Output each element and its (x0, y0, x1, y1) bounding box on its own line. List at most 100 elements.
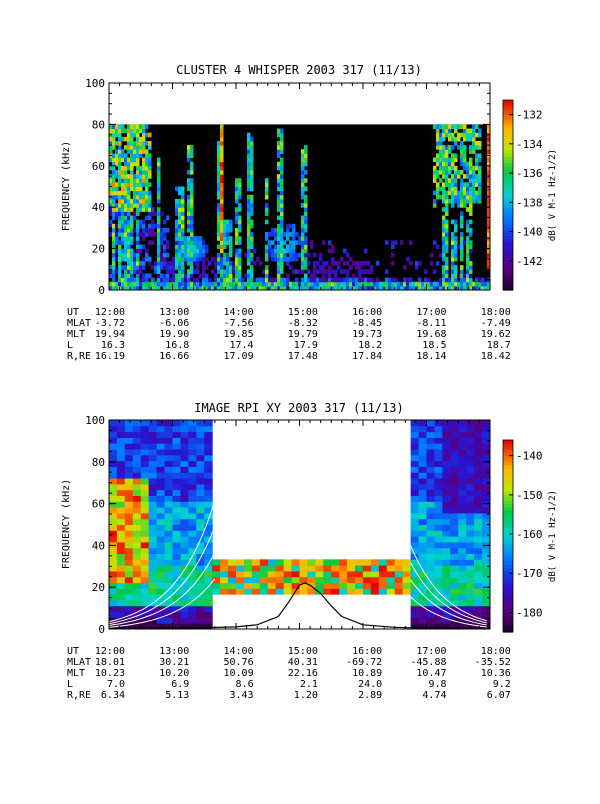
colorbar-tick-label: -140 (516, 226, 543, 239)
ephemeris-value: 7.0 (107, 679, 125, 690)
ephemeris-value: 12:00 (95, 307, 125, 318)
ephemeris-value: 6.9 (171, 679, 189, 690)
panel1-heatmap (109, 124, 491, 291)
ephemeris-value: 2.1 (300, 679, 318, 690)
ephemeris-value: 17.4 (230, 340, 254, 351)
ephemeris-value: 17.84 (352, 351, 382, 362)
panel2-heatmap (109, 420, 491, 630)
ephemeris-value: 19.94 (95, 329, 125, 340)
panel1-ephemeris: UT 12:00 13:00 14:00 15:00 16:00 17:00 18:00 MLA… (67, 307, 511, 362)
ephemeris-value: 18.14 (416, 351, 446, 362)
ephemeris-value: 19.62 (481, 329, 511, 340)
ephemeris-value: 13:00 (159, 646, 189, 657)
ephemeris-value: 18.7 (487, 340, 511, 351)
ephemeris-value: 15:00 (288, 307, 318, 318)
ephemeris-value: 22.16 (288, 668, 318, 679)
ephemeris-value: 19.73 (352, 329, 382, 340)
ephemeris-value: 14:00 (223, 646, 253, 657)
ephemeris-value: 19.85 (223, 329, 253, 340)
ephemeris-value: 17.09 (223, 351, 253, 362)
ephemeris-value: 10.89 (352, 668, 382, 679)
panel1-colorbar: -132 -134 -136 -138 -140 -142 dB( V M-1 Hz-1/2… (502, 99, 558, 291)
ephemeris-value: 18.2 (358, 340, 382, 351)
ephemeris-value: -45.88 (410, 657, 446, 668)
ephemeris-value: -7.56 (223, 318, 253, 329)
ephemeris-value: 8.6 (236, 679, 254, 690)
ephemeris-value: 18.01 (95, 657, 125, 668)
ephemeris-value: 18:00 (481, 307, 511, 318)
ephemeris-value: 13:00 (159, 307, 189, 318)
ephemeris-value: 16.66 (159, 351, 189, 362)
panel2-ephemeris: UT 12:00 13:00 14:00 15:00 16:00 17:00 18:00 MLA… (67, 646, 511, 701)
ephemeris-row-label: MLAT (67, 318, 91, 329)
colorbar-tick-label: -150 (516, 489, 543, 502)
ephemeris-value: 16.19 (95, 351, 125, 362)
ephemeris-value: 18.5 (422, 340, 446, 351)
y-tick-label: 80 (92, 456, 105, 469)
ephemeris-value: 14:00 (223, 307, 253, 318)
ephemeris-value: -8.32 (288, 318, 318, 329)
ephemeris-value: 16:00 (352, 646, 382, 657)
ephemeris-value: 10.09 (223, 668, 253, 679)
y-tick-label: 40 (92, 539, 105, 552)
ephemeris-row-label: R,RE (67, 351, 91, 362)
ephemeris-value: 10.47 (416, 668, 446, 679)
ephemeris-value: 9.8 (428, 679, 446, 690)
ephemeris-value: -3.72 (95, 318, 125, 329)
panel1-axes: 0 20 40 60 80 100 (85, 77, 491, 297)
ephemeris-value: -69.72 (346, 657, 382, 668)
ephemeris-value: 24.0 (358, 679, 382, 690)
ephemeris-row-label: L (67, 679, 73, 690)
ephemeris-value: 6.07 (487, 690, 511, 701)
colorbar-tick-label: -138 (516, 196, 543, 209)
colorbar-tick-label: -134 (516, 138, 543, 151)
ephemeris-value: 2.89 (358, 690, 382, 701)
colorbar-tick-label: -132 (516, 109, 543, 122)
panel2-title: IMAGE RPI XY 2003 317 (11/13) (194, 401, 404, 415)
ephemeris-value: 17.48 (288, 351, 318, 362)
ephemeris-row-label: UT (67, 646, 79, 657)
ephemeris-row-label: MLT (67, 668, 85, 679)
ephemeris-value: 3.43 (230, 690, 254, 701)
ephemeris-value: 15:00 (288, 646, 318, 657)
y-tick-label: 80 (92, 118, 105, 131)
panel1-y-label: FREQUENCY (kHz) (61, 141, 72, 231)
panel2-axes: 0 20 40 60 80 100 (85, 414, 491, 636)
colorbar-tick-label: -140 (516, 450, 543, 463)
ephemeris-value: 9.2 (493, 679, 511, 690)
ephemeris-value: -35.52 (475, 657, 511, 668)
colorbar-tick-label: -170 (516, 567, 543, 580)
ephemeris-value: 17:00 (416, 646, 446, 657)
ephemeris-value: 19.79 (288, 329, 318, 340)
ephemeris-value: 10.20 (159, 668, 189, 679)
y-tick-label: 20 (92, 581, 105, 594)
ephemeris-row-label: MLAT (67, 657, 91, 668)
colorbar-tick-label: -180 (516, 606, 543, 619)
y-tick-label: 0 (98, 623, 105, 636)
ephemeris-row-label: MLT (67, 329, 85, 340)
ephemeris-value: -6.06 (159, 318, 189, 329)
ephemeris-row-label: R,RE (67, 690, 91, 701)
ephemeris-value: 10.36 (481, 668, 511, 679)
ephemeris-row-label: L (67, 340, 73, 351)
colorbar-tick-label: -160 (516, 528, 543, 541)
y-tick-label: 40 (92, 201, 105, 214)
ephemeris-value: 10.23 (95, 668, 125, 679)
ephemeris-value: 5.13 (165, 690, 189, 701)
colorbar-label: dB( V M-1 Hz-1/2) (548, 149, 558, 241)
colorbar-label: dB( V M-1 Hz-1/2) (548, 490, 558, 582)
panel2-colorbar: -140 -150 -160 -170 -180 dB( V M-1 Hz-1/2) (502, 439, 558, 633)
y-tick-label: 100 (85, 77, 105, 90)
ephemeris-value: 17.9 (294, 340, 318, 351)
ephemeris-value: 18:00 (481, 646, 511, 657)
colorbar-tick-label: -136 (516, 167, 543, 180)
ephemeris-value: 12:00 (95, 646, 125, 657)
ephemeris-value: 1.20 (294, 690, 318, 701)
ephemeris-value: 18.42 (481, 351, 511, 362)
ephemeris-value: 16.3 (101, 340, 125, 351)
y-tick-label: 20 (92, 243, 105, 256)
y-tick-label: 60 (92, 160, 105, 173)
ephemeris-value: 6.34 (101, 690, 125, 701)
ephemeris-value: -8.45 (352, 318, 382, 329)
ephemeris-value: 40.31 (288, 657, 318, 668)
